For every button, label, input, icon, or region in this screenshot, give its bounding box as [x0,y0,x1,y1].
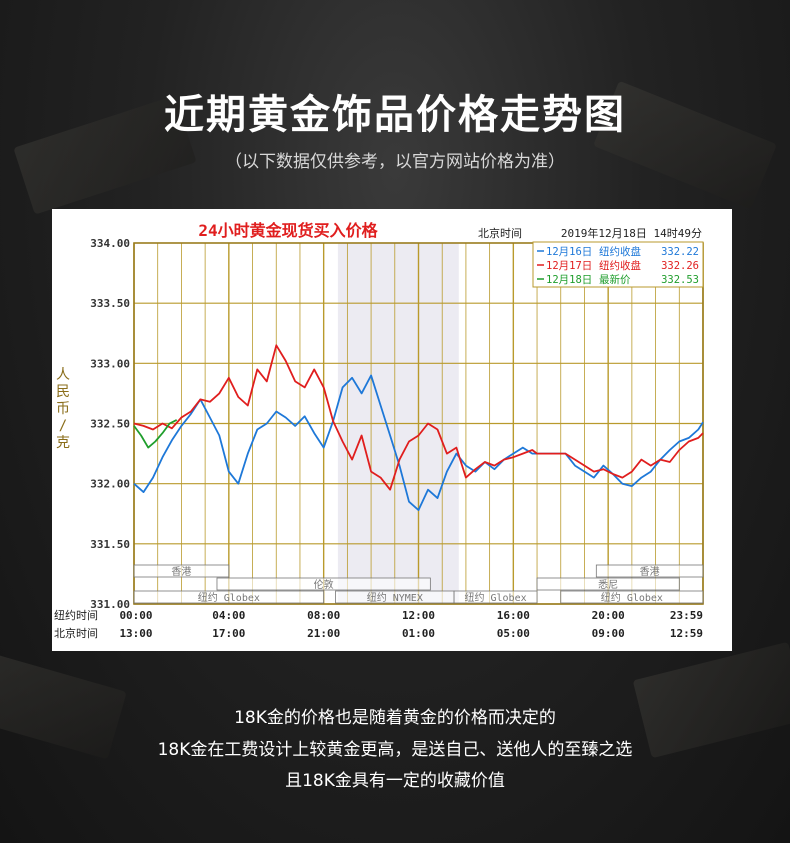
market-session-label: 纽约 Globex [198,591,260,604]
market-session-box [560,590,704,604]
legend-box [532,241,704,288]
x-row2-tick: 01:00 [402,627,435,640]
market-session-label: 纽约 Globex [601,591,663,604]
y-tick-label: 332.00 [90,478,130,491]
series-line [133,419,178,449]
legend-detail: 纽约收盘 [599,259,641,272]
market-session-box [133,564,230,578]
legend-date: 12月16日 [546,246,592,258]
chart-timestamp: 2019年12月18日 14时49分 [561,226,702,240]
price-chart-svg: 334.00 333.50 333.00 332.50 332.00 331.50 331.… [54,221,704,640]
x-row1-tick: 08:00 [307,609,340,622]
market-session-box [216,577,431,591]
y-axis-label-char: 人 [56,367,70,383]
chart-timezone-label: 北京时间 [478,226,522,240]
market-session-label: 纽约 Globex [464,591,526,604]
market-session-label: 伦敦 [314,578,334,591]
legend-value: 332.26 [661,260,699,272]
x-row1-tick: 12:00 [402,609,435,622]
legend-value: 332.53 [661,274,699,286]
y-tick-label: 333.00 [90,357,130,370]
y-tick-label: 333.50 [90,297,130,310]
x-row1-tick: 00:00 [119,609,152,622]
market-session-box [453,590,538,604]
x-row1-label: 纽约时间 [54,608,98,622]
caption-line-1: 18K金的价格也是随着黄金的价格而决定的 [234,708,556,728]
x-row1-tick: 04:00 [212,609,245,622]
market-session-box [595,564,704,578]
y-tick-label: 332.50 [90,418,130,431]
y-axis-label-char: 币 [56,401,70,417]
x-row1-tick: 16:00 [497,609,530,622]
x-row2-tick: 12:59 [670,627,703,640]
x-row2-tick: 21:00 [307,627,340,640]
x-row2-tick: 05:00 [497,627,530,640]
caption-line-2: 18K金在工费设计上较黄金更高，是送自己、送他人的至臻之选 [157,740,633,760]
market-session-box [133,590,325,604]
y-axis-label-char: / [59,418,67,434]
chart-title: 24小时黄金现货买入价格 [198,221,378,240]
page-title: 近期黄金饰品价格走势图 [164,91,626,138]
legend-detail: 最新价 [599,273,631,286]
market-session-label: 悉尼 [598,579,618,591]
legend-date: 12月17日 [546,260,592,272]
legend-date: 12月18日 [546,274,592,286]
price-chart: 334.00 333.50 333.00 332.50 332.00 331.50 331.… [52,209,732,651]
legend-value: 332.22 [661,246,699,258]
y-tick-label: 334.00 [90,237,130,250]
y-axis-label-char: 克 [56,435,70,451]
market-session-box [536,577,680,591]
series-line [133,344,704,491]
x-row2-tick: 09:00 [592,627,625,640]
legend-detail: 纽约收盘 [599,245,641,258]
market-session-label: 纽约 NYMEX [367,591,423,604]
y-tick-label: 331.50 [90,538,130,551]
y-tick-label: 331.00 [90,598,130,611]
market-session-label: 香港 [171,566,191,578]
y-axis-label-char: 民 [56,384,70,400]
x-row2-label: 北京时间 [54,626,98,640]
x-row1-tick: 23:59 [670,609,703,622]
caption-line-3: 且18K金具有一定的收藏价值 [285,771,505,791]
x-row2-tick: 13:00 [119,627,152,640]
page-subtitle: （以下数据仅供参考，以官方网站价格为准） [225,152,565,172]
x-row2-tick: 17:00 [212,627,245,640]
x-row1-tick: 20:00 [592,609,625,622]
market-session-label: 香港 [640,566,660,578]
